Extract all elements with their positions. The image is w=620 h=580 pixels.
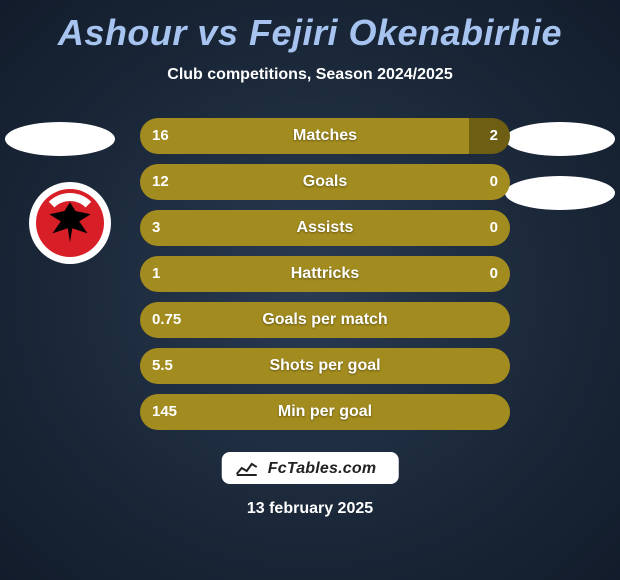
club-right-placeholder [505, 176, 615, 210]
chart-icon [236, 460, 258, 476]
season-subtitle: Club competitions, Season 2024/2025 [0, 66, 620, 84]
brand-badge: FcTables.com [222, 452, 399, 484]
stat-row: 162Matches [140, 118, 510, 154]
stats-table: 162Matches 120Goals 30Assists 10Hattricks 0.… [140, 118, 510, 440]
stat-label: Shots per goal [140, 348, 510, 384]
player-left-placeholder [5, 122, 115, 156]
stat-row: 0.75Goals per match [140, 302, 510, 338]
club-left-badge [29, 182, 111, 264]
stat-label: Goals [140, 164, 510, 200]
stat-label: Goals per match [140, 302, 510, 338]
stat-row: 10Hattricks [140, 256, 510, 292]
stat-row: 120Goals [140, 164, 510, 200]
stat-label: Matches [140, 118, 510, 154]
player-right-placeholder [505, 122, 615, 156]
stat-row: 30Assists [140, 210, 510, 246]
page-title: Ashour vs Fejiri Okenabirhie [0, 0, 620, 54]
stat-row: 145Min per goal [140, 394, 510, 430]
generated-date: 13 february 2025 [0, 500, 620, 518]
stat-label: Assists [140, 210, 510, 246]
brand-text: FcTables.com [268, 460, 377, 477]
stat-row: 5.5Shots per goal [140, 348, 510, 384]
stat-label: Min per goal [140, 394, 510, 430]
stat-label: Hattricks [140, 256, 510, 292]
